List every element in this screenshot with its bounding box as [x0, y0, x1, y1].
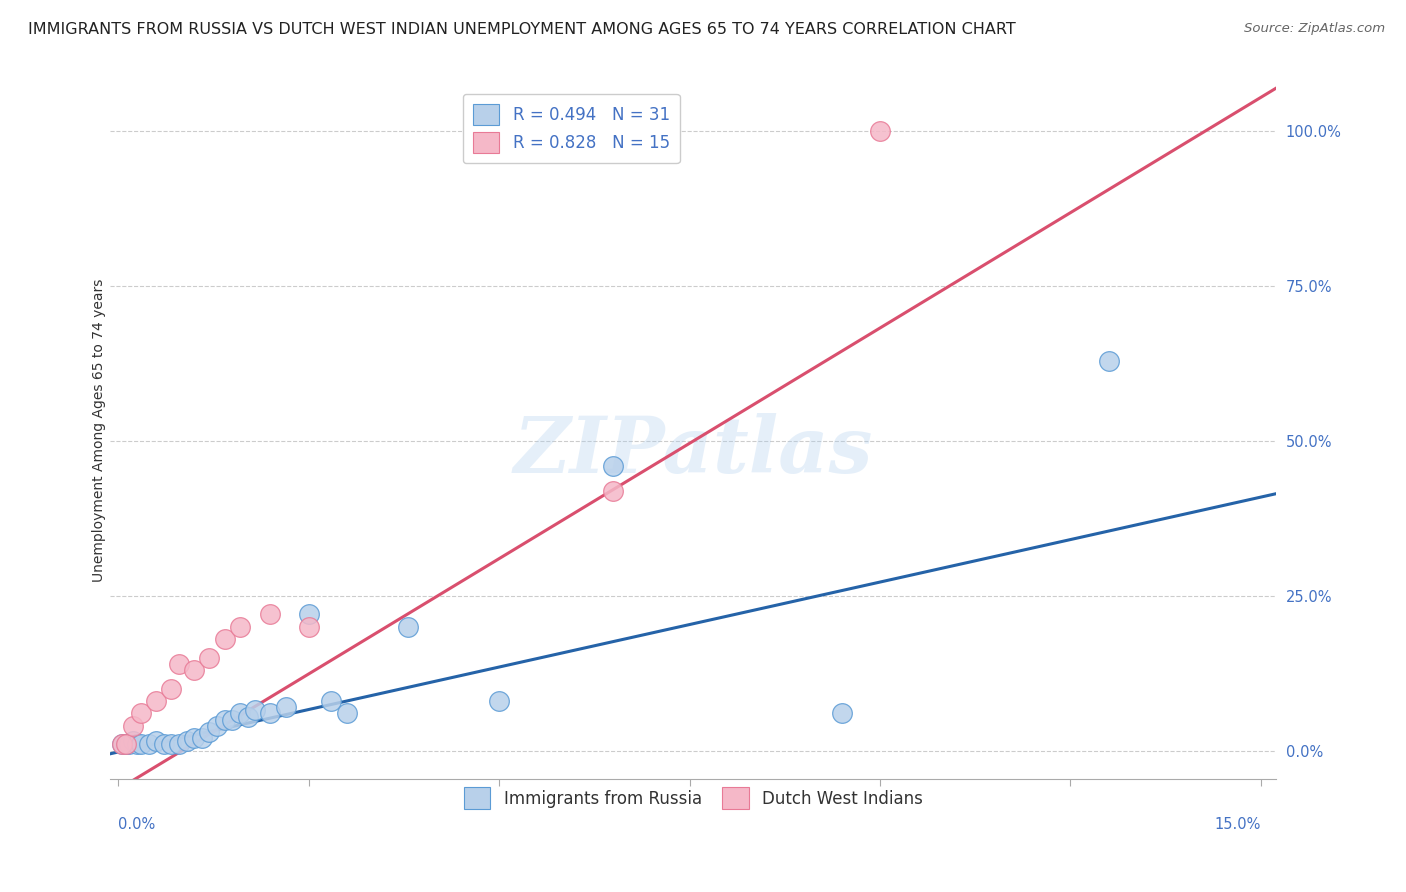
Point: [259, 607, 281, 622]
Point: [114, 738, 136, 752]
Point: [602, 458, 624, 473]
Point: [205, 719, 228, 733]
Point: [229, 706, 252, 721]
Point: [1097, 353, 1119, 368]
Point: [236, 709, 259, 723]
Point: [831, 706, 853, 721]
Point: [214, 713, 236, 727]
Point: [198, 725, 221, 739]
Point: [191, 731, 214, 746]
Point: [183, 663, 205, 677]
Point: [167, 738, 190, 752]
Point: [167, 657, 190, 671]
Point: [321, 694, 343, 708]
Point: [297, 607, 319, 622]
Point: [129, 738, 152, 752]
Point: [602, 483, 624, 498]
Point: [221, 713, 243, 727]
Point: [127, 738, 149, 752]
Point: [245, 703, 267, 717]
Point: [111, 738, 134, 752]
Text: Source: ZipAtlas.com: Source: ZipAtlas.com: [1244, 22, 1385, 36]
Point: [129, 706, 152, 721]
Legend: Immigrants from Russia, Dutch West Indians: Immigrants from Russia, Dutch West India…: [457, 780, 929, 815]
Point: [160, 738, 183, 752]
Point: [229, 620, 252, 634]
Point: [214, 632, 236, 647]
Point: [259, 706, 281, 721]
Point: [145, 734, 167, 748]
Text: 0.0%: 0.0%: [118, 817, 155, 832]
Point: [274, 700, 297, 714]
Point: [114, 738, 136, 752]
Point: [176, 734, 198, 748]
Point: [118, 738, 141, 752]
Text: IMMIGRANTS FROM RUSSIA VS DUTCH WEST INDIAN UNEMPLOYMENT AMONG AGES 65 TO 74 YEA: IMMIGRANTS FROM RUSSIA VS DUTCH WEST IND…: [28, 22, 1017, 37]
Point: [336, 706, 359, 721]
Point: [297, 620, 319, 634]
Point: [152, 738, 174, 752]
Point: [198, 650, 221, 665]
Point: [122, 734, 145, 748]
Text: ZIPatlas: ZIPatlas: [513, 413, 873, 490]
Point: [122, 719, 145, 733]
Point: [183, 731, 205, 746]
Point: [869, 124, 891, 138]
Point: [160, 681, 183, 696]
Point: [396, 620, 419, 634]
Text: 15.0%: 15.0%: [1215, 817, 1261, 832]
Point: [488, 694, 510, 708]
Y-axis label: Unemployment Among Ages 65 to 74 years: Unemployment Among Ages 65 to 74 years: [93, 278, 107, 582]
Point: [145, 694, 167, 708]
Point: [111, 738, 134, 752]
Point: [138, 738, 160, 752]
